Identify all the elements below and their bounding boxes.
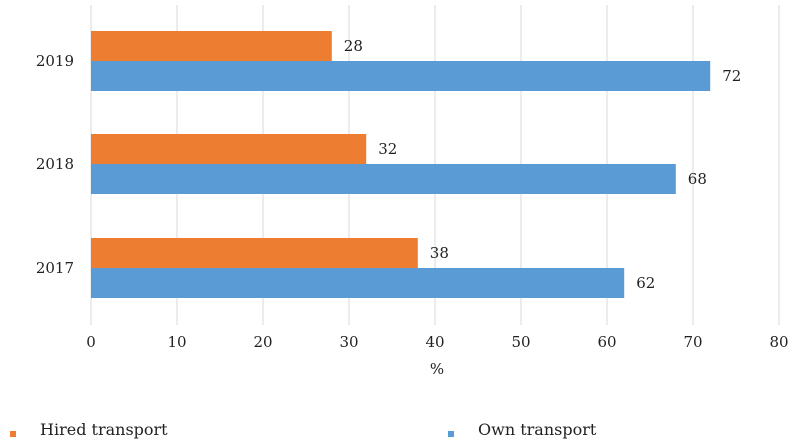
legend-swatch-hired bbox=[10, 431, 16, 437]
data-label: 28 bbox=[344, 37, 363, 55]
category-label: 2018 bbox=[36, 155, 74, 173]
x-tick-label: 10 bbox=[167, 333, 186, 351]
x-tick-label: 60 bbox=[597, 333, 616, 351]
category-label: 2017 bbox=[36, 259, 74, 277]
data-label: 68 bbox=[688, 170, 707, 188]
bar-hired-2017 bbox=[91, 238, 418, 268]
data-labels: 38 62 32 68 28 72 bbox=[344, 37, 741, 292]
bars bbox=[91, 31, 711, 298]
data-label: 72 bbox=[722, 67, 741, 85]
data-label: 62 bbox=[636, 274, 655, 292]
bar-chart: 38 62 32 68 28 72 2017 2018 2019 0 10 20 30 40 50 60 7… bbox=[36, 5, 789, 378]
category-label: 2019 bbox=[36, 52, 74, 70]
bar-hired-2018 bbox=[91, 134, 367, 164]
x-tick-label: 40 bbox=[425, 333, 444, 351]
legend-hired: Hired transport bbox=[10, 420, 168, 440]
x-tick-label: 30 bbox=[339, 333, 358, 351]
x-tick-labels: 0 10 20 30 40 50 60 70 80 bbox=[86, 333, 788, 351]
x-tick-label: 50 bbox=[511, 333, 530, 351]
x-tick-label: 0 bbox=[86, 333, 96, 351]
bar-own-2019 bbox=[91, 61, 711, 91]
bar-own-2017 bbox=[91, 268, 625, 298]
category-labels: 2017 2018 2019 bbox=[36, 52, 74, 277]
x-axis-title: % bbox=[430, 360, 444, 378]
legend-label-own: Own transport bbox=[478, 420, 597, 439]
x-tick-label: 80 bbox=[769, 333, 788, 351]
x-tick-label: 70 bbox=[683, 333, 702, 351]
x-tick-label: 20 bbox=[253, 333, 272, 351]
data-label: 38 bbox=[430, 244, 449, 262]
data-label: 32 bbox=[378, 140, 397, 158]
bar-own-2018 bbox=[91, 164, 676, 194]
legend-own: Own transport bbox=[448, 420, 596, 440]
bar-hired-2019 bbox=[91, 31, 332, 61]
legend-swatch-own bbox=[448, 431, 454, 437]
legend-label-hired: Hired transport bbox=[40, 420, 168, 439]
